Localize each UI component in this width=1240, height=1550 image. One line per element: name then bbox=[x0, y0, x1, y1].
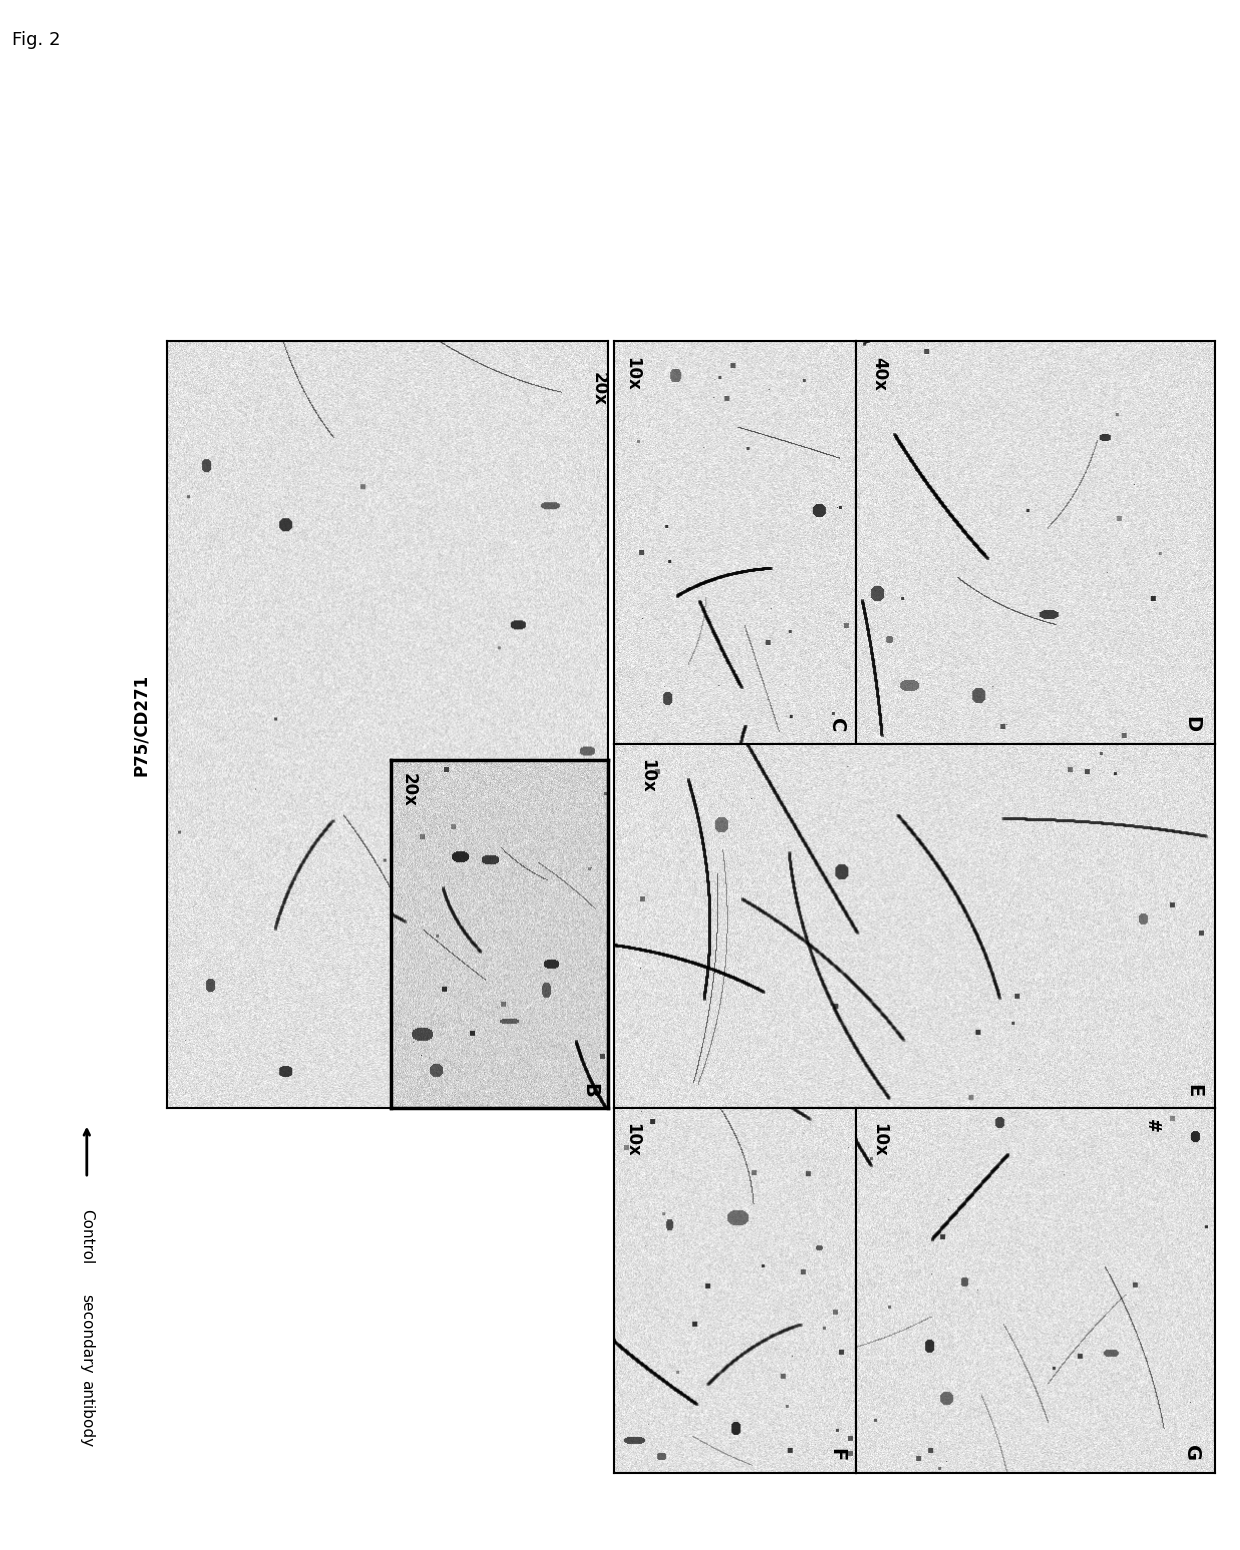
Text: C: C bbox=[827, 718, 846, 732]
Text: D: D bbox=[1182, 716, 1200, 732]
Text: #: # bbox=[1143, 1119, 1161, 1133]
Text: 20x: 20x bbox=[399, 773, 418, 808]
Text: 20x: 20x bbox=[399, 773, 418, 808]
Text: 10x: 10x bbox=[624, 356, 641, 391]
Text: 40x: 40x bbox=[870, 356, 888, 391]
Text: nestin: nestin bbox=[569, 897, 587, 955]
Text: G: G bbox=[1182, 1446, 1200, 1462]
Text: 10x: 10x bbox=[637, 758, 656, 792]
Text: Control: Control bbox=[79, 1209, 94, 1265]
Text: A: A bbox=[570, 1070, 590, 1085]
Text: F: F bbox=[827, 1448, 846, 1462]
Text: 10x: 10x bbox=[624, 1122, 641, 1156]
Text: 20x: 20x bbox=[590, 372, 608, 406]
Text: P75/CD271: P75/CD271 bbox=[131, 674, 150, 775]
Text: E: E bbox=[1184, 1083, 1203, 1097]
Text: 10x: 10x bbox=[870, 1122, 888, 1156]
Text: Fig. 2: Fig. 2 bbox=[12, 31, 61, 50]
Text: B: B bbox=[580, 1083, 599, 1097]
Text: antibody: antibody bbox=[79, 1380, 94, 1446]
Text: B: B bbox=[580, 1083, 599, 1097]
Text: secondary: secondary bbox=[79, 1294, 94, 1373]
